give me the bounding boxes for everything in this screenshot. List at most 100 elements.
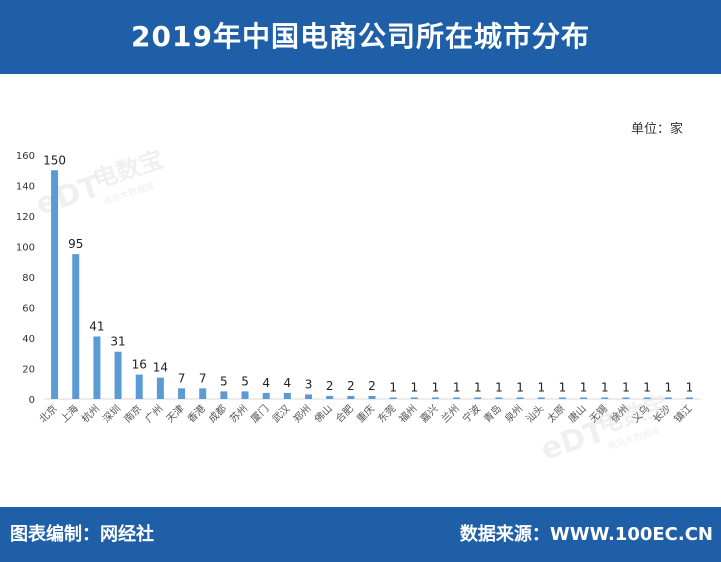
data-label: 1 xyxy=(643,380,651,394)
bar xyxy=(453,397,461,399)
data-label: 1 xyxy=(474,380,482,394)
y-tick-label: 120 xyxy=(16,212,35,223)
bar xyxy=(622,397,630,399)
data-label: 1 xyxy=(664,380,672,394)
x-tick-label: 青岛 xyxy=(481,402,504,425)
data-label: 1 xyxy=(622,380,630,394)
data-label: 31 xyxy=(110,335,125,349)
x-tick-label: 嘉兴 xyxy=(417,402,440,425)
y-tick-label: 80 xyxy=(22,273,35,284)
bar xyxy=(368,395,376,399)
x-tick-label: 镇江 xyxy=(671,402,694,425)
chart-area: eDT 电数宝 电商大数据库 eDT 电数宝 电商大数据库 0 20 40 60 80 100 120… xyxy=(0,74,721,507)
data-label: 16 xyxy=(132,358,147,372)
x-tick-label: 广州 xyxy=(143,403,166,426)
data-label: 1 xyxy=(516,380,524,394)
y-tick-label: 40 xyxy=(22,334,35,345)
data-label: 1 xyxy=(389,380,397,394)
y-tick-label: 140 xyxy=(16,182,35,193)
bar xyxy=(326,395,334,399)
bar xyxy=(537,397,545,399)
x-tick-label: 太原 xyxy=(544,402,567,425)
bar xyxy=(51,170,59,399)
data-label: 1 xyxy=(580,380,588,394)
data-label: 41 xyxy=(89,319,104,333)
data-label: 1 xyxy=(411,380,419,394)
bar xyxy=(114,351,122,399)
data-label: 1 xyxy=(686,380,694,394)
data-label: 1 xyxy=(432,380,440,394)
y-tick-label: 160 xyxy=(16,151,35,162)
x-tick-label: 宁波 xyxy=(460,402,483,425)
footer: 图表编制：网经社 数据来源：WWW.100EC.CN xyxy=(0,507,721,562)
unit-label: 单位：家 xyxy=(631,122,684,137)
x-tick-label: 深圳 xyxy=(101,403,124,426)
footer-credit: 图表编制：网经社 xyxy=(10,524,154,545)
x-tick-label: 重庆 xyxy=(354,402,377,425)
bar xyxy=(72,254,80,399)
bar xyxy=(664,397,672,399)
data-label: 5 xyxy=(220,374,228,388)
watermark-brand: 电数宝 xyxy=(90,145,167,194)
bars-group xyxy=(51,170,693,399)
x-tick-labels-group: 北京 上海 杭州 深圳 南京 广州 天津 香港 成都 苏州 厦门 武汉 郑州 佛山 合肥 重庆 东莞 福州 嘉兴 兰州… xyxy=(36,402,694,425)
x-tick-label: 汕头 xyxy=(524,403,547,426)
x-tick-label: 福州 xyxy=(396,402,419,425)
data-label: 1 xyxy=(559,380,567,394)
data-label: 7 xyxy=(178,371,186,385)
bar xyxy=(580,397,588,399)
bar xyxy=(389,397,397,399)
data-label: 4 xyxy=(284,376,292,390)
bar xyxy=(262,392,270,399)
data-label: 2 xyxy=(326,379,334,393)
bar xyxy=(347,395,355,399)
x-tick-label: 兰州 xyxy=(438,402,461,425)
data-label: 3 xyxy=(305,377,313,391)
x-tick-label: 东莞 xyxy=(375,402,398,425)
bar xyxy=(601,397,609,399)
x-tick-label: 武汉 xyxy=(269,402,292,425)
y-tick-label: 100 xyxy=(16,243,35,254)
x-tick-label: 成都 xyxy=(206,403,229,426)
x-tick-label: 杭州 xyxy=(79,402,102,425)
bar xyxy=(135,374,143,399)
data-label: 95 xyxy=(68,237,83,251)
bar xyxy=(93,336,101,399)
bar xyxy=(685,397,693,399)
x-tick-label: 泉州 xyxy=(502,402,525,425)
bar xyxy=(495,397,503,399)
bar xyxy=(305,394,313,399)
x-tick-label: 香港 xyxy=(185,403,208,426)
data-label: 1 xyxy=(601,380,609,394)
bar xyxy=(199,388,207,399)
y-axis: 0 20 40 60 80 100 120 140 160 xyxy=(16,151,700,406)
data-label: 2 xyxy=(368,379,376,393)
x-tick-label: 北京 xyxy=(36,402,59,425)
bar xyxy=(178,388,186,399)
data-label: 1 xyxy=(453,380,461,394)
x-tick-label: 南京 xyxy=(121,402,144,425)
bar xyxy=(220,391,228,399)
data-label: 14 xyxy=(153,361,168,375)
bar xyxy=(156,377,164,399)
data-label: 5 xyxy=(241,374,249,388)
page-title: 2019年中国电商公司所在城市分布 xyxy=(131,20,590,53)
bar xyxy=(643,397,651,399)
x-tick-label: 合肥 xyxy=(333,402,356,425)
y-tick-label: 60 xyxy=(22,304,35,315)
bar xyxy=(410,397,418,399)
data-label: 2 xyxy=(347,379,355,393)
header: 2019年中国电商公司所在城市分布 xyxy=(0,0,721,74)
bar xyxy=(474,397,482,399)
footer-source: 数据来源：WWW.100EC.CN xyxy=(459,524,713,545)
y-tick-label: 0 xyxy=(29,395,35,406)
data-label: 1 xyxy=(537,380,545,394)
x-tick-label: 郑州 xyxy=(290,402,313,425)
data-label: 4 xyxy=(262,376,270,390)
x-tick-label: 上海 xyxy=(58,402,81,425)
data-label: 1 xyxy=(495,380,503,394)
x-tick-label: 厦门 xyxy=(248,402,271,425)
